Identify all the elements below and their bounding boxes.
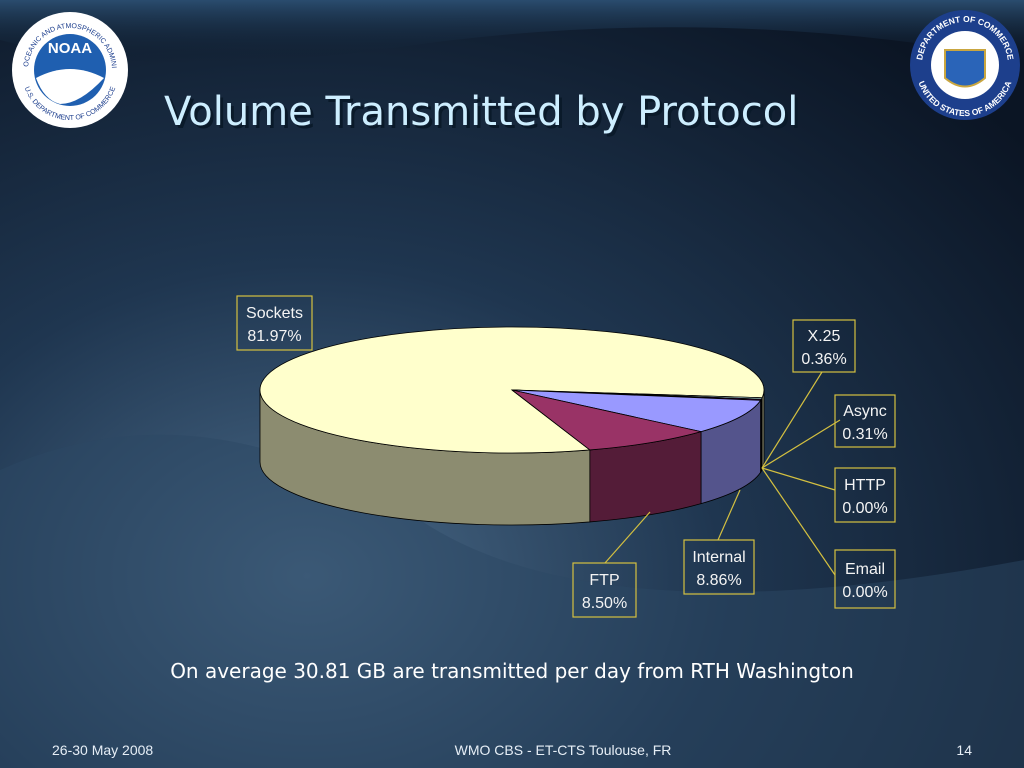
label-box [236,295,313,351]
label-box [683,539,755,595]
commerce-logo: DEPARTMENT OF COMMERCE UNITED STATES OF … [910,10,1020,120]
logo-shield [944,49,986,88]
pie-slice [511,389,702,451]
slice-value-label: 0.00% [842,584,887,601]
label-box [792,319,856,373]
slice-value-label: 8.86% [696,572,741,589]
label-box [834,394,896,448]
slice-label: Sockets [246,305,303,322]
label-box [572,562,637,618]
footer-date: 26-30 May 2008 [52,742,153,758]
slice-value-label: 81.97% [247,328,301,345]
slice-label: Email [845,561,885,578]
logo-text: NOAA [48,40,92,57]
page-number: 14 [956,742,972,758]
leader-line [761,419,841,469]
leader-line [604,511,651,564]
background-wave [0,434,1024,768]
slice-label: Internal [692,549,745,566]
label-box [834,467,896,523]
pie-chart: Sockets 81.97% X.25 0.36% Async 0.31% HTTP 0.00… [236,295,896,618]
leader-line [761,467,836,491]
slice-label: X.25 [808,328,841,345]
pie-slice [511,389,762,433]
leader-line [761,371,823,469]
background-wave [0,0,1024,63]
slice-label: HTTP [844,477,886,494]
slice-value-label: 8.50% [582,595,627,612]
chart-title: Volume Transmitted by Protocol [164,89,798,135]
label-box [834,549,896,609]
leader-line [761,467,836,576]
footer-event: WMO CBS - ET-CTS Toulouse, FR [455,742,672,758]
leader-line [717,489,741,541]
title-shadow: Volume Transmitted by Protocol [167,92,801,138]
slice-value-label: 0.00% [842,500,887,517]
slice-label: FTP [589,572,619,589]
slice-value-label: 0.31% [842,426,887,443]
logo-bird [36,69,104,104]
caption: On average 30.81 GB are transmitted per … [170,659,854,683]
slice-label: Async [843,403,887,420]
slice-value-label: 0.36% [801,351,846,368]
